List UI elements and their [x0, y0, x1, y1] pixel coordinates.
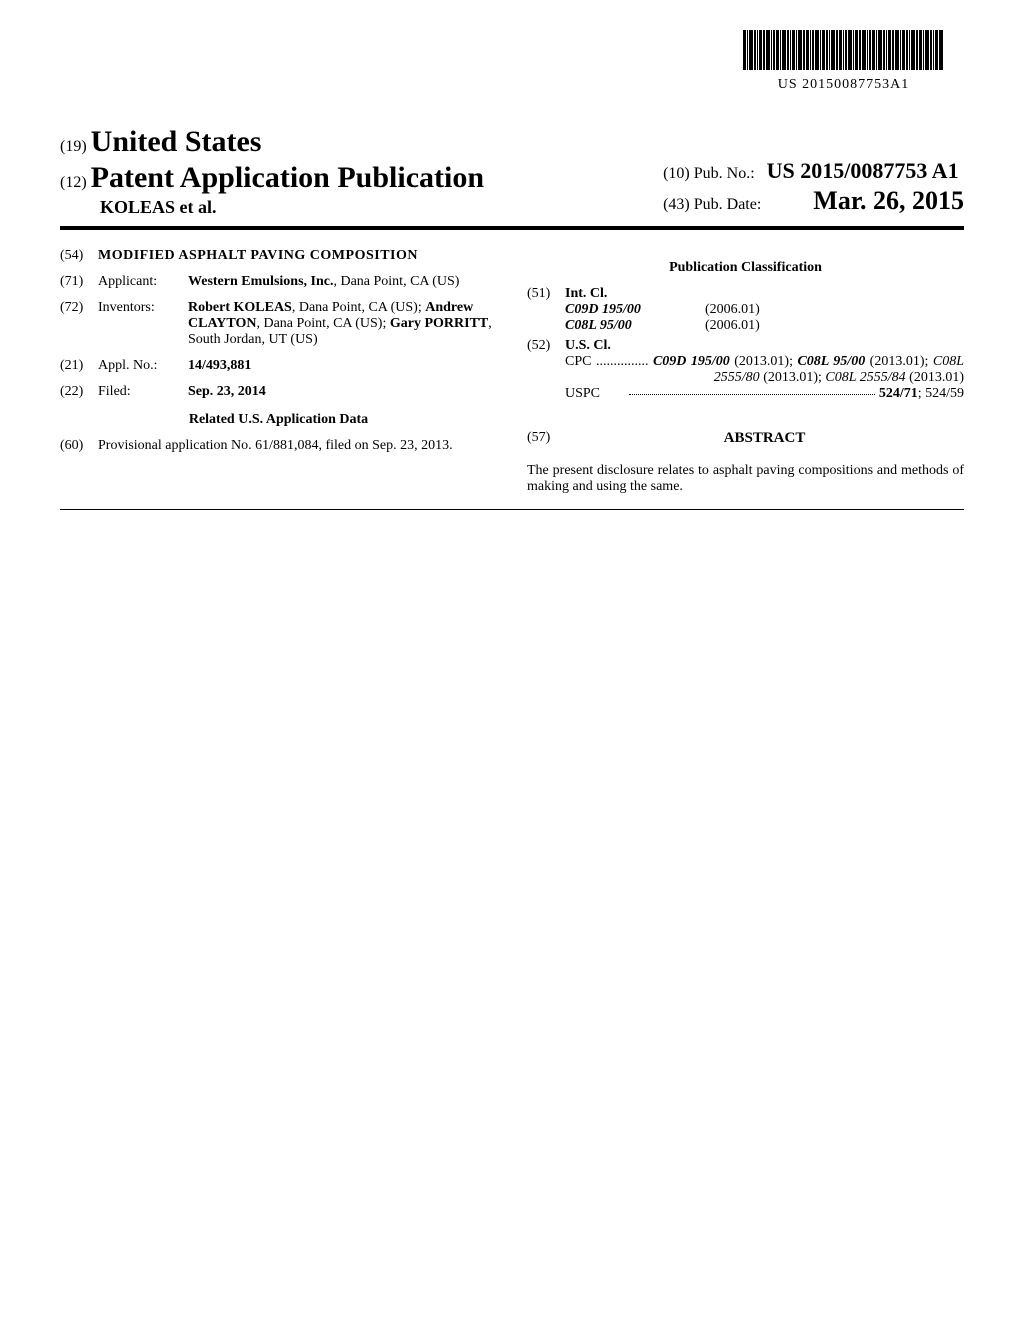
applicant-label: Applicant:	[98, 274, 188, 290]
abstract-label: ABSTRACT	[565, 430, 964, 447]
columns: (54) MODIFIED ASPHALT PAVING COMPOSITION…	[60, 248, 964, 495]
inventor-name-2: Gary PORRITT	[390, 316, 488, 331]
cpc-p4v: (2013.01)	[906, 370, 964, 385]
applicant-name: Western Emulsions, Inc.	[188, 274, 333, 289]
pub-date: Mar. 26, 2015	[813, 186, 964, 215]
appl-no-label: Appl. No.:	[98, 358, 188, 374]
column-right: Publication Classification (51) Int. Cl.…	[527, 248, 964, 495]
barcode-text: US 20150087753A1	[743, 77, 944, 93]
pub-date-label: Pub. Date:	[694, 196, 762, 213]
provisional-text: Provisional application No. 61/881,084, …	[98, 438, 497, 454]
uspc-label: USPC	[565, 386, 625, 402]
header: (19) United States (12) Patent Applicati…	[60, 125, 964, 218]
code-71: (71)	[60, 274, 98, 290]
authors-line: KOLEAS et al.	[100, 197, 484, 218]
column-left: (54) MODIFIED ASPHALT PAVING COMPOSITION…	[60, 248, 497, 495]
code-52: (52)	[527, 338, 565, 354]
code-54: (54)	[60, 248, 98, 264]
intcl-ver-1: (2006.01)	[705, 318, 760, 334]
abstract-body: The present disclosure relates to asphal…	[527, 463, 964, 495]
cpc-p1v: (2013.01);	[730, 354, 798, 369]
uspc-main: 524/71	[879, 386, 918, 401]
barcode-block: US 20150087753A1	[743, 30, 944, 93]
cpc-p2: C08L 95/00	[797, 354, 865, 369]
inventor-loc-1: , Dana Point, CA (US);	[256, 316, 389, 331]
uspc-rest: ; 524/59	[918, 386, 964, 401]
barcode-graphic	[743, 30, 944, 70]
cpc-label: CPC	[565, 354, 591, 369]
header-right: (10) Pub. No.: US 2015/0087753 A1 (43) P…	[663, 158, 964, 216]
code-10: (10)	[663, 165, 690, 182]
pub-no-label: Pub. No.:	[694, 165, 755, 182]
intcl-sym-0: C09D 195/00	[565, 302, 705, 318]
invention-title: MODIFIED ASPHALT PAVING COMPOSITION	[98, 248, 497, 264]
header-left: (19) United States (12) Patent Applicati…	[60, 125, 484, 218]
code-43: (43)	[663, 196, 690, 213]
code-51: (51)	[527, 286, 565, 302]
inventors-body: Robert KOLEAS, Dana Point, CA (US); Andr…	[188, 300, 497, 348]
uscl-label: U.S. Cl.	[565, 338, 611, 354]
intcl-ver-0: (2006.01)	[705, 302, 760, 318]
code-57: (57)	[527, 430, 565, 447]
inventor-loc-0: , Dana Point, CA (US);	[292, 300, 425, 315]
uspc-dots	[629, 383, 875, 395]
code-19: (19)	[60, 138, 87, 155]
inventors-label: Inventors:	[98, 300, 188, 348]
cpc-body: CPC ............... C09D 195/00 (2013.01…	[565, 354, 964, 386]
filed-label: Filed:	[98, 384, 188, 400]
cpc-p2v: (2013.01);	[865, 354, 933, 369]
applicant-body: Western Emulsions, Inc., Dana Point, CA …	[188, 274, 497, 290]
code-72: (72)	[60, 300, 98, 348]
applicant-loc: , Dana Point, CA (US)	[333, 274, 459, 289]
filed-date: Sep. 23, 2014	[188, 384, 497, 400]
intcl-label: Int. Cl.	[565, 286, 607, 302]
intcl-sym-1: C08L 95/00	[565, 318, 705, 334]
rule-thin	[60, 229, 964, 230]
code-60: (60)	[60, 438, 98, 454]
appl-no: 14/493,881	[188, 358, 497, 374]
related-header: Related U.S. Application Data	[60, 412, 497, 428]
code-21: (21)	[60, 358, 98, 374]
cpc-p1: C09D 195/00	[653, 354, 730, 369]
pub-no: US 2015/0087753 A1	[767, 158, 959, 183]
publication-type: Patent Application Publication	[91, 161, 484, 194]
country-name: United States	[91, 125, 262, 158]
rule-bottom	[60, 509, 964, 510]
pc-header: Publication Classification	[527, 260, 964, 276]
code-12: (12)	[60, 174, 87, 191]
code-22: (22)	[60, 384, 98, 400]
inventor-name-0: Robert KOLEAS	[188, 300, 292, 315]
